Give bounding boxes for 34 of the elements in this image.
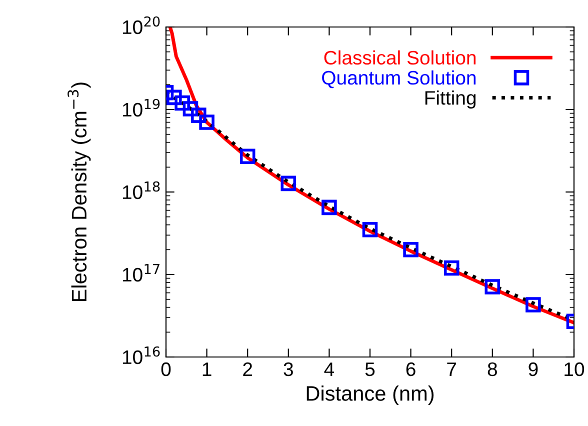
- x-tick-label: 3: [284, 362, 293, 376]
- point: [191, 108, 206, 123]
- x-tick-label: 6: [406, 362, 416, 376]
- y-tick-label: 10$^{20}$: [122, 16, 160, 34]
- y-tick-label: 10$^{18}$: [122, 181, 160, 200]
- x-tick-label: 0: [161, 362, 171, 376]
- point: [403, 242, 418, 258]
- point: [174, 95, 190, 111]
- x-tick-label: 1: [202, 362, 212, 376]
- x-axis-title: Distance (nm): [306, 386, 434, 405]
- point: [322, 200, 337, 216]
- x-tick-label: 7: [447, 362, 456, 376]
- x-tick-label: 4: [324, 362, 334, 376]
- point: [484, 279, 500, 294]
- x-tick-label: 5: [365, 362, 375, 376]
- x-tick-label: 2: [243, 362, 252, 376]
- y-tick-label: 10$^{17}$: [122, 264, 160, 282]
- point: [199, 114, 214, 130]
- point: [182, 101, 198, 116]
- legend-label: Classical Solution: [324, 50, 476, 65]
- legend-label: Fitting: [425, 90, 476, 109]
- point: [240, 148, 256, 164]
- y-tick-label: 10$^{16}$: [122, 346, 160, 364]
- point: [166, 90, 182, 106]
- point: [362, 222, 378, 238]
- point: [280, 176, 296, 192]
- x-tick-label: 8: [488, 362, 497, 376]
- legend-label: Quantum Solution: [322, 70, 476, 88]
- point: [444, 260, 460, 276]
- point: [526, 297, 541, 312]
- y-axis-title: Electron Density (cm$^{−3}$): [68, 82, 91, 302]
- x-tick-label: 9: [528, 362, 538, 376]
- x-tick-label: 10: [564, 362, 584, 376]
- y-tick-label: 10$^{19}$: [122, 98, 160, 117]
